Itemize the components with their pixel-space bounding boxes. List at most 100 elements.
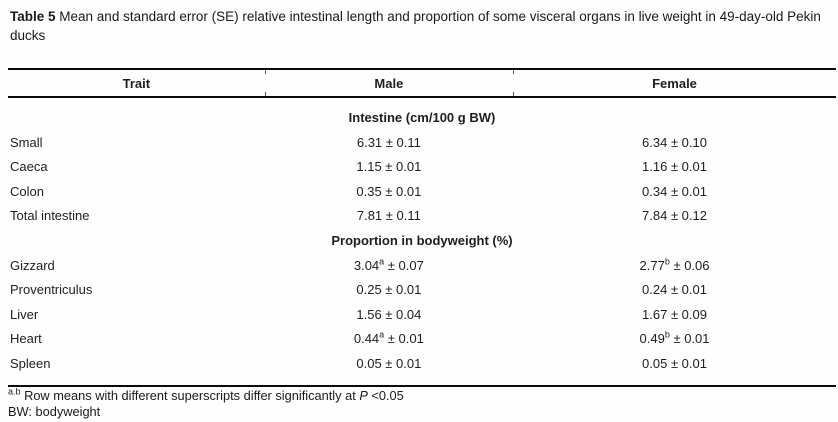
header-male: Male	[374, 75, 404, 91]
se-value: ± 0.01	[667, 183, 707, 199]
rule-table-bottom	[8, 384, 836, 387]
mean-value: 6.31	[356, 134, 383, 150]
male-value-cell: 1.56 ± 0.04	[265, 303, 513, 328]
se-value: ± 0.01	[381, 159, 422, 175]
table-row: Caeca 1.15 ± 0.01 1.16 ± 0.01	[8, 155, 836, 180]
table-caption: Table 5 Mean and standard error (SE) rel…	[10, 8, 826, 45]
footnotes: a.b Row means with different superscript…	[8, 386, 836, 420]
footnote-text: Row means with different superscripts di…	[20, 388, 360, 403]
female-value-cell: 0.34 ± 0.01	[513, 180, 836, 205]
table-row: Gizzard 3.04a ± 0.07 2.77b ± 0.06	[8, 254, 836, 279]
male-value-cell: 3.04a ± 0.07	[265, 254, 513, 279]
table-row: Total intestine 7.81 ± 0.11 7.84 ± 0.12	[8, 204, 836, 229]
column-divider-tick	[264, 70, 266, 74]
footnote-significance: a.b Row means with different superscript…	[8, 386, 836, 404]
trait-cell: Small	[10, 134, 43, 150]
se-value: ± 0.01	[667, 355, 707, 371]
mean-value: 7.84	[642, 208, 668, 224]
table-row: Heart 0.44a ± 0.01 0.49b ± 0.01	[8, 327, 836, 352]
trait-cell: Proventriculus	[10, 282, 93, 298]
mean-value: 0.05	[356, 355, 382, 371]
significance-superscript: a	[379, 330, 385, 341]
section-heading-proportion: Proportion in bodyweight (%)	[331, 232, 513, 248]
mean-value: 1.16	[642, 159, 668, 175]
trait-cell: Spleen	[10, 355, 51, 371]
mean-value: 1.56	[356, 306, 382, 322]
male-value-cell: 0.25 ± 0.01	[265, 278, 513, 303]
header-row: Trait Male Female	[8, 70, 836, 96]
caption-text: Mean and standard error (SE) relative in…	[10, 9, 821, 43]
se-value: ± 0.04	[381, 306, 422, 322]
significance-superscript: b	[664, 256, 670, 267]
se-value: ± 0.06	[669, 257, 710, 273]
female-value-cell: 7.84 ± 0.12	[513, 204, 836, 229]
table-row: Proventriculus 0.25 ± 0.01 0.24 ± 0.01	[8, 278, 836, 303]
footnote-bw: BW: bodyweight	[8, 404, 101, 419]
mean-value: 0.49	[639, 331, 665, 347]
mean-value: 0.35	[356, 183, 382, 199]
table-row: Small 6.31 ± 0.11 6.34 ± 0.10	[8, 131, 836, 156]
male-value-cell: 0.05 ± 0.01	[265, 352, 513, 377]
female-value-cell: 0.49b ± 0.01	[513, 327, 836, 352]
rule-top	[8, 68, 836, 70]
header-female: Female	[652, 75, 697, 91]
se-value: ± 0.01	[667, 282, 707, 298]
footnote-p-italic: P	[359, 388, 368, 403]
se-value: ± 0.01	[384, 331, 424, 347]
se-value: ± 0.01	[669, 331, 710, 347]
mean-value: 0.24	[642, 282, 668, 298]
female-value-cell: 1.16 ± 0.01	[513, 155, 836, 180]
column-divider-tick	[513, 70, 515, 74]
column-divider-tick	[513, 92, 515, 96]
significance-superscript: a	[379, 256, 385, 267]
trait-cell: Colon	[10, 183, 44, 199]
female-value-cell: 1.67 ± 0.09	[513, 303, 836, 328]
male-value-cell: 0.44a ± 0.01	[265, 327, 513, 352]
significance-superscript: b	[664, 330, 670, 341]
se-value: ± 0.07	[384, 257, 424, 273]
female-value-cell: 0.05 ± 0.01	[513, 352, 836, 377]
se-value: ± 0.01	[381, 355, 422, 371]
se-value: ± 0.01	[381, 282, 422, 298]
trait-cell: Gizzard	[10, 257, 55, 273]
footnote-superscript: a.b	[8, 386, 21, 397]
column-divider-tick	[264, 92, 266, 96]
male-value-cell: 7.81 ± 0.11	[265, 204, 513, 229]
trait-cell: Heart	[10, 331, 42, 347]
male-value-cell: 0.35 ± 0.01	[265, 180, 513, 205]
se-value: ± 0.12	[667, 208, 707, 224]
mean-value: 6.34	[642, 134, 668, 150]
mean-value: 7.81	[356, 208, 383, 224]
table-body: Intestine (cm/100 g BW) Small 6.31 ± 0.1…	[8, 98, 836, 385]
mean-value: 2.77	[639, 257, 665, 273]
caption-label: Table 5	[10, 9, 56, 24]
trait-cell: Total intestine	[10, 208, 90, 224]
header-trait: Trait	[122, 75, 151, 91]
rule-header-bottom	[8, 96, 836, 98]
table-row: Spleen 0.05 ± 0.01 0.05 ± 0.01	[8, 352, 836, 377]
mean-value: 0.05	[642, 355, 668, 371]
table-row: Colon 0.35 ± 0.01 0.34 ± 0.01	[8, 180, 836, 205]
male-value-cell: 6.31 ± 0.11	[265, 131, 513, 156]
mean-value: 1.67	[642, 306, 668, 322]
table-row: Liver 1.56 ± 0.04 1.67 ± 0.09	[8, 303, 836, 328]
se-value: ± 0.11	[382, 134, 421, 150]
mean-value: 0.25	[356, 282, 382, 298]
se-value: ± 0.01	[381, 183, 422, 199]
female-value-cell: 6.34 ± 0.10	[513, 131, 836, 156]
trait-cell: Liver	[10, 306, 39, 322]
male-value-cell: 1.15 ± 0.01	[265, 155, 513, 180]
mean-value: 0.44	[353, 331, 380, 347]
se-value: ± 0.10	[667, 134, 707, 150]
female-value-cell: 0.24 ± 0.01	[513, 278, 836, 303]
mean-value: 3.04	[353, 257, 380, 273]
trait-cell: Caeca	[10, 159, 48, 175]
section-heading-intestine: Intestine (cm/100 g BW)	[348, 110, 496, 125]
se-value: ± 0.01	[667, 159, 707, 175]
mean-value: 1.15	[356, 159, 382, 175]
footnote-pvalue: <0.05	[367, 388, 404, 403]
data-table: Trait Male Female Intestine (cm/100 g BW…	[8, 68, 836, 387]
mean-value: 0.34	[642, 183, 668, 199]
se-value: ± 0.11	[382, 208, 421, 224]
